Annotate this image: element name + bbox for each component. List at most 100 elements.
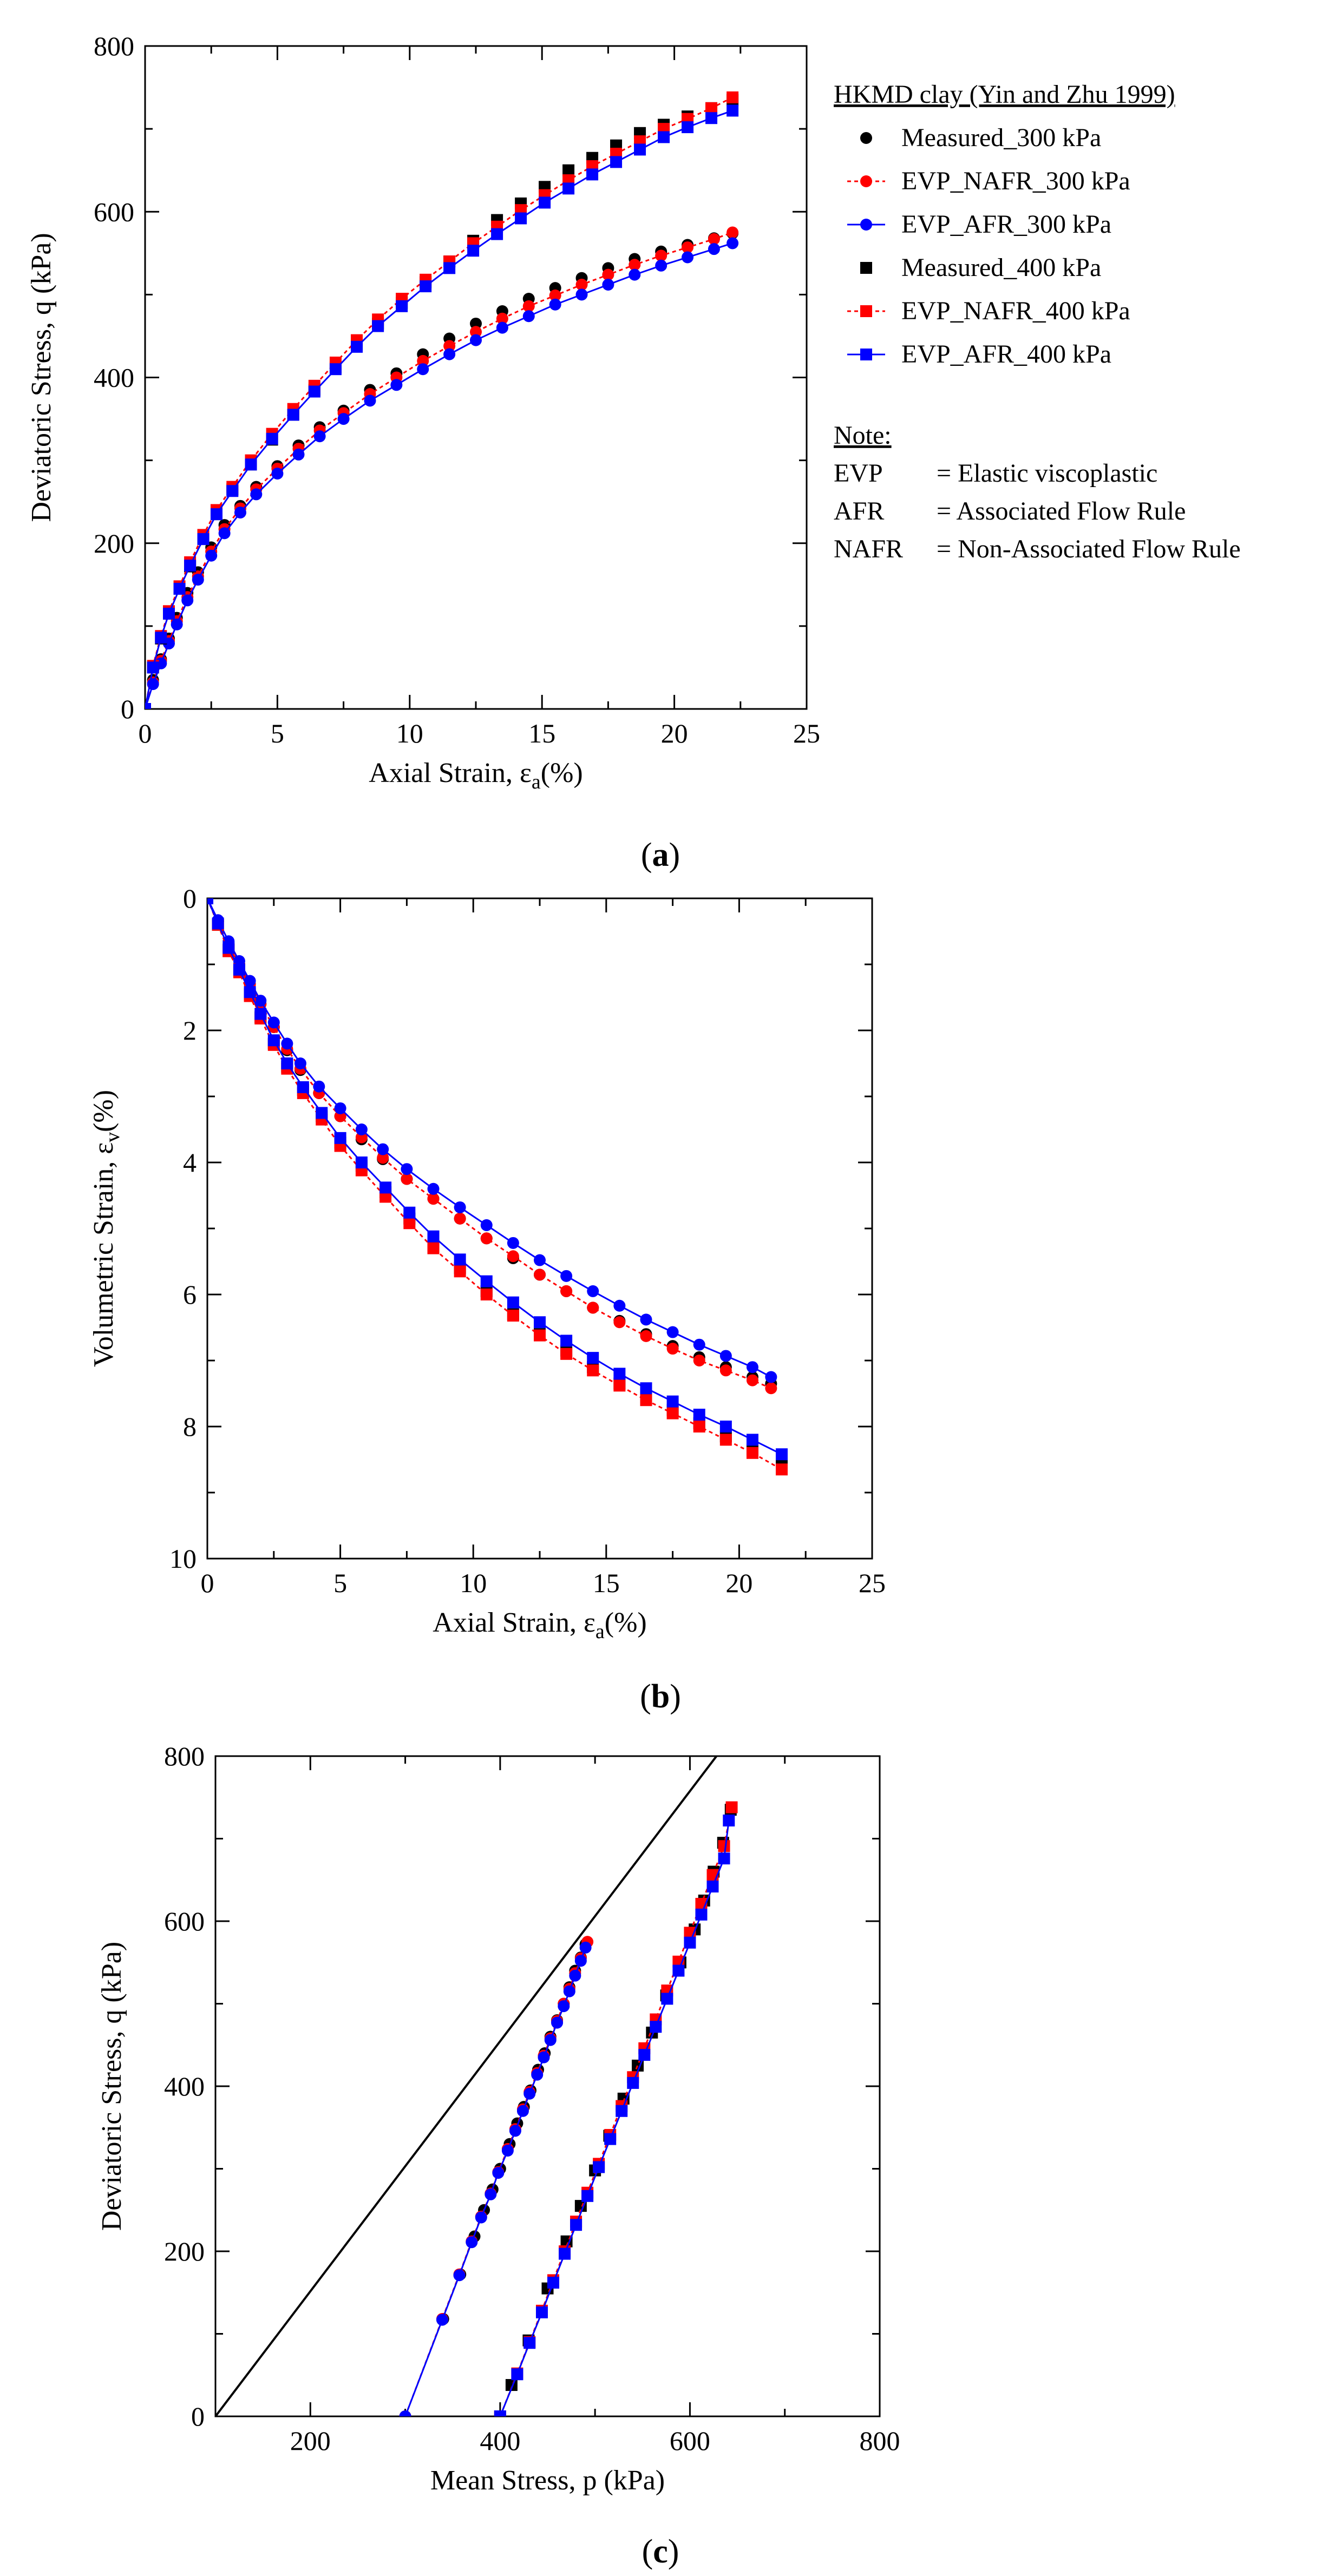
x-tick-label: 400 bbox=[480, 2426, 520, 2456]
legend-marker bbox=[860, 305, 872, 317]
data-point bbox=[634, 143, 646, 156]
series-line bbox=[145, 96, 733, 709]
data-point bbox=[454, 1212, 466, 1225]
y-axis-label: Volumetric Strain, εv(%) bbox=[88, 1090, 124, 1367]
data-point bbox=[551, 2016, 564, 2029]
data-point bbox=[475, 2211, 487, 2224]
series-line bbox=[145, 110, 733, 709]
data-point bbox=[629, 259, 641, 271]
series-evp-afr-300-kpa bbox=[399, 1941, 592, 2416]
data-point bbox=[682, 241, 694, 254]
data-point bbox=[436, 2314, 448, 2326]
data-point bbox=[569, 1969, 581, 1982]
x-tick-label: 10 bbox=[396, 718, 423, 748]
data-point bbox=[535, 2306, 548, 2318]
data-point bbox=[575, 288, 588, 301]
y-tick-label: 4 bbox=[183, 1147, 197, 1178]
y-tick-label: 8 bbox=[183, 1411, 197, 1442]
x-tick-label: 20 bbox=[725, 1568, 752, 1598]
data-point bbox=[267, 1016, 280, 1029]
data-point bbox=[485, 2188, 497, 2200]
legend-label: EVP_AFR_400 kPa bbox=[901, 340, 1111, 369]
data-point bbox=[287, 409, 299, 421]
data-point bbox=[534, 1254, 546, 1266]
data-point bbox=[492, 2167, 505, 2179]
series-evp-nafr-400-kpa bbox=[207, 898, 788, 1476]
data-point bbox=[534, 1269, 546, 1281]
y-tick-label: 200 bbox=[164, 2236, 205, 2266]
plot-area bbox=[145, 91, 739, 709]
data-point bbox=[162, 607, 175, 620]
data-point bbox=[682, 121, 694, 134]
series-line bbox=[207, 898, 782, 1455]
panel-caption: (c) bbox=[642, 2533, 679, 2570]
plot-frame bbox=[144, 45, 808, 710]
data-point bbox=[587, 1352, 599, 1364]
x-tick-label: 5 bbox=[271, 718, 284, 748]
data-point bbox=[705, 102, 718, 114]
series-line bbox=[145, 232, 733, 709]
data-point bbox=[559, 2248, 571, 2260]
legend-marker bbox=[860, 219, 872, 231]
data-point bbox=[560, 1285, 573, 1297]
data-point bbox=[329, 363, 342, 376]
legend-label: Measured_400 kPa bbox=[901, 253, 1101, 282]
plot-area bbox=[215, 1756, 738, 2416]
data-point bbox=[496, 321, 508, 334]
data-point bbox=[558, 2000, 570, 2013]
series-line bbox=[499, 1820, 730, 2416]
data-point bbox=[746, 1374, 758, 1386]
data-point bbox=[147, 661, 159, 674]
data-point bbox=[427, 1193, 440, 1205]
x-tick-label: 200 bbox=[290, 2426, 331, 2456]
data-point bbox=[693, 1355, 705, 1366]
data-point bbox=[574, 1955, 587, 1967]
data-point bbox=[587, 1364, 599, 1377]
note-abbr: AFR bbox=[834, 497, 884, 525]
data-point bbox=[507, 1296, 519, 1309]
data-point bbox=[192, 574, 204, 586]
data-point bbox=[218, 527, 231, 540]
y-tick-label: 0 bbox=[191, 2401, 205, 2432]
data-point bbox=[364, 395, 376, 407]
data-point bbox=[244, 975, 256, 987]
data-point bbox=[613, 1379, 626, 1392]
data-point bbox=[454, 1201, 466, 1213]
data-point bbox=[523, 2337, 536, 2349]
data-point bbox=[708, 243, 720, 255]
y-tick-label: 0 bbox=[183, 883, 197, 914]
data-point bbox=[244, 986, 256, 998]
data-point bbox=[666, 1343, 679, 1355]
y-tick-label: 6 bbox=[183, 1279, 197, 1310]
data-point bbox=[516, 2105, 529, 2117]
data-point bbox=[613, 1316, 626, 1329]
y-tick-label: 400 bbox=[94, 363, 134, 393]
legend-title: HKMD clay (Yin and Zhu 1999) bbox=[834, 80, 1175, 109]
data-point bbox=[337, 413, 350, 425]
x-axis-label: Axial Strain, εa(%) bbox=[433, 1607, 646, 1643]
panel-caption: (b) bbox=[640, 1678, 681, 1715]
data-point bbox=[544, 2034, 557, 2046]
x-tick-label: 5 bbox=[333, 1568, 347, 1598]
data-point bbox=[403, 1217, 416, 1230]
data-point bbox=[661, 1993, 673, 2005]
data-point bbox=[334, 1102, 346, 1114]
data-point bbox=[682, 251, 694, 264]
data-point bbox=[470, 326, 482, 338]
legend: HKMD clay (Yin and Zhu 1999) Measured_300… bbox=[834, 80, 1241, 563]
series-measured-400-kpa bbox=[145, 94, 739, 709]
data-point bbox=[501, 2144, 514, 2157]
data-point bbox=[719, 1434, 732, 1446]
series-measured-300-kpa bbox=[145, 227, 739, 709]
data-point bbox=[602, 279, 614, 291]
series-measured-300-kpa bbox=[207, 898, 777, 1390]
legend-label: EVP_NAFR_300 kPa bbox=[901, 167, 1130, 195]
x-tick-label: 600 bbox=[670, 2426, 710, 2456]
data-point bbox=[549, 298, 561, 311]
panel-a: 0 5 10 15 20 25 0 200 400 600 800 Axial Strain, εa(… bbox=[26, 31, 820, 873]
data-point bbox=[627, 2076, 639, 2089]
data-point bbox=[560, 1270, 573, 1282]
data-point bbox=[250, 488, 263, 501]
data-point bbox=[613, 1368, 626, 1380]
